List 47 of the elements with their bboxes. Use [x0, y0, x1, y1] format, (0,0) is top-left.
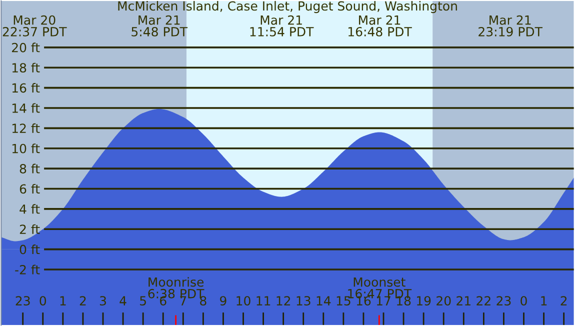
x-tick-label: 23	[16, 296, 30, 306]
x-tick-label: 6	[160, 296, 166, 306]
y-tick-label: 6 ft	[20, 184, 40, 194]
y-tick-label: 14 ft	[12, 103, 40, 113]
y-tick-label: 8 ft	[20, 164, 40, 174]
x-tick-label: 19	[417, 296, 431, 306]
y-tick-label: -2 ft	[15, 264, 40, 274]
x-tick-label: 2	[560, 296, 567, 306]
x-tick-label: 16	[356, 296, 371, 306]
x-tick-label: 1	[541, 296, 547, 306]
y-tick-label: 20 ft	[12, 42, 40, 52]
x-tick-label: 22	[476, 296, 490, 306]
x-tick-label: 12	[276, 296, 290, 306]
annotation: Mar 21 11:54 PDT	[250, 15, 314, 36]
annotation: Mar 21 23:19 PDT	[478, 15, 543, 36]
ref-line-label: Moonrise 6:38 PDT	[148, 277, 204, 298]
x-tick-label: 3	[100, 296, 106, 306]
annotation: Mar 21 16:48 PDT	[348, 15, 412, 36]
x-tick-label: 23	[496, 296, 511, 306]
y-tick-label: 0 ft	[20, 244, 40, 254]
x-tick-label: 4	[120, 296, 126, 306]
y-tick-label: 10 ft	[12, 144, 40, 154]
x-tick-label: 5	[140, 296, 146, 306]
x-tick-label: 10	[236, 296, 250, 306]
x-tick-label: 0	[40, 296, 46, 306]
x-tick-label: 20	[436, 296, 451, 306]
y-tick-label: 12 ft	[12, 123, 40, 133]
x-tick-label: 1	[60, 296, 66, 306]
chart-title: McMicken Island, Case Inlet, Puget Sound, Washington	[118, 0, 457, 14]
y-tick-label: 16 ft	[12, 83, 40, 93]
annotation: Mar 20 22:37 PDT	[2, 15, 67, 36]
x-tick-label: 2	[80, 296, 86, 306]
x-tick-label: 0	[520, 296, 527, 306]
ref-line-label: Moonset 16:47 PDT	[348, 277, 412, 298]
x-tick-label: 14	[316, 296, 331, 306]
x-tick-label: 7	[180, 296, 186, 306]
y-tick-label: 18 ft	[12, 62, 40, 73]
x-tick-label: 9	[220, 296, 226, 306]
y-tick-label: 4 ft	[20, 204, 40, 214]
x-tick-label: 18	[396, 296, 411, 306]
annotation: Mar 21 5:48 PDT	[132, 15, 188, 36]
x-tick-label: 21	[456, 296, 470, 306]
x-tick-label: 11	[256, 296, 270, 306]
x-tick-label: 15	[336, 296, 350, 306]
x-tick-label: 13	[296, 296, 310, 306]
x-tick-label: 8	[200, 296, 206, 306]
y-tick-label: 2 ft	[20, 224, 40, 234]
